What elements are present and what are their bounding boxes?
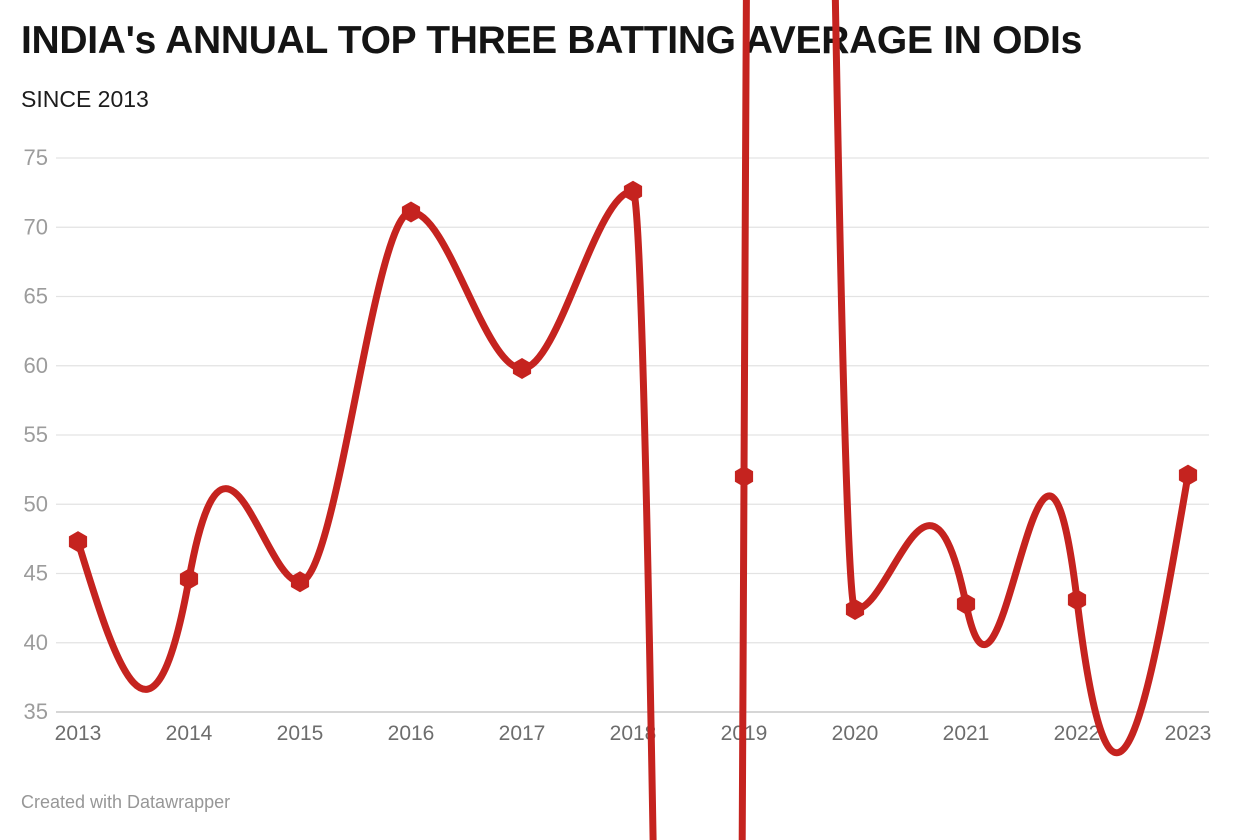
x-tick-label: 2014	[166, 722, 213, 745]
y-tick-label: 70	[24, 214, 48, 239]
y-tick-label: 50	[24, 491, 48, 516]
x-tick-label: 2015	[277, 722, 324, 745]
x-tick-label: 2020	[832, 722, 879, 745]
x-tick-label: 2016	[388, 722, 435, 745]
data-point-marker	[956, 593, 976, 615]
data-point-marker	[290, 571, 310, 593]
y-tick-label: 60	[24, 353, 48, 378]
data-line	[74, 0, 1192, 840]
data-point-marker	[845, 599, 865, 621]
chart-subtitle: SINCE 2013	[21, 86, 149, 112]
y-tick-label: 35	[24, 699, 48, 724]
data-point-marker	[68, 531, 88, 553]
x-tick-label: 2023	[1165, 722, 1212, 745]
y-tick-label: 40	[24, 630, 48, 655]
x-tick-label: 2021	[943, 722, 990, 745]
data-point-marker	[734, 466, 754, 488]
y-tick-label: 75	[24, 145, 48, 170]
data-point-marker	[179, 568, 199, 590]
attribution-text: Created with Datawrapper	[21, 792, 231, 812]
data-point-marker	[1067, 589, 1087, 611]
x-tick-label: 2013	[55, 722, 102, 745]
data-point-marker	[512, 358, 532, 380]
page-title: INDIA's ANNUAL TOP THREE BATTING AVERAGE…	[21, 19, 1082, 62]
x-tick-label: 2017	[499, 722, 546, 745]
y-tick-label: 55	[24, 422, 48, 447]
data-point-marker	[623, 180, 643, 202]
y-tick-label: 65	[24, 284, 48, 309]
x-tick-label: 2018	[610, 722, 657, 745]
x-tick-label: 2022	[1054, 722, 1101, 745]
data-point-marker	[401, 201, 421, 223]
y-tick-label: 45	[24, 561, 48, 586]
data-point-marker	[1178, 464, 1198, 486]
